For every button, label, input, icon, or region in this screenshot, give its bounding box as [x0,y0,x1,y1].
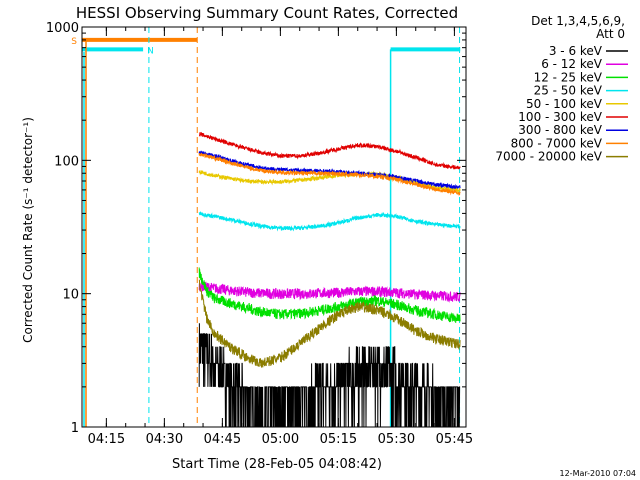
series-6-12-kev [198,281,461,303]
series-trace [198,131,461,170]
flag-label-N: N [147,46,154,56]
series-7000-20000-kev [198,279,461,368]
x-tick-label: 05:45 [436,432,473,447]
y-tick-label: 1 [71,421,79,436]
legend-label: 3 - 6 keV [549,44,603,58]
series-12-25-kev [198,267,461,323]
series-group [198,131,461,428]
series-trace [198,150,461,190]
x-tick-label: 05:00 [262,432,299,447]
series-800-7000-kev [198,152,461,196]
series-100-300-kev [198,131,461,170]
series-trace [198,267,461,323]
y-tick-label: 10 [62,288,79,303]
y-axis-label: Corrected Count Rate (s⁻¹ detector⁻¹) [21,117,35,343]
flag-label-S: S [71,37,77,47]
x-tick-label: 04:15 [88,432,125,447]
axes: 1 10 100 1000 04:15 04:30 04:45 05:00 05:15 05:30… [46,21,473,447]
legend-label: 12 - 25 keV [534,70,603,84]
series-trace [198,152,461,196]
series-trace [198,323,461,428]
x-tick-label: 04:30 [146,432,183,447]
legend-label: 25 - 50 keV [534,84,603,98]
legend-label: 7000 - 20000 keV [495,150,602,164]
series-3-6-kev [198,323,461,428]
plot-timestamp: 12-Mar-2010 07:04 [560,469,637,478]
legend-label: 800 - 7000 keV [511,136,603,150]
series-25-50-kev [198,211,461,232]
legend-title-line1: Det 1,3,4,5,6,9, [531,14,625,28]
legend-label: 300 - 800 keV [518,123,602,137]
x-axis-label: Start Time (28-Feb-05 04:08:42) [172,457,382,472]
plot-frame [81,26,467,428]
legend-label: 100 - 300 keV [518,110,602,124]
series-trace [198,279,461,368]
y-tick-label: 100 [54,154,79,169]
x-tick-label: 05:30 [378,432,415,447]
series-300-800-kev [198,150,461,190]
chart-title: HESSI Observing Summary Count Rates, Cor… [76,4,458,22]
series-trace [198,281,461,303]
series-trace [198,211,461,232]
legend-title-line2: Att 0 [596,27,625,41]
legend-label: 6 - 12 keV [541,57,603,71]
x-tick-label: 05:15 [320,432,357,447]
x-tick-label: 04:45 [204,432,241,447]
legend-label: 50 - 100 keV [526,97,603,111]
y-tick-label: 1000 [46,21,79,36]
